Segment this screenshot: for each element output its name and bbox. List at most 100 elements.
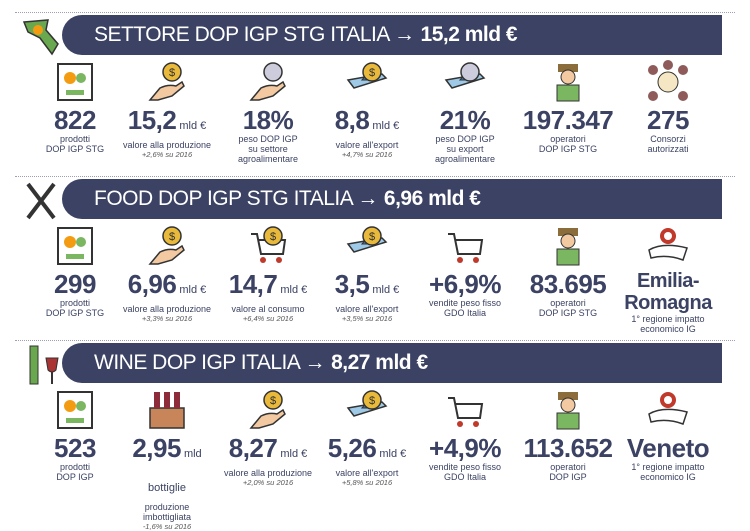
hand-coin-icon: $ [112,62,222,104]
stat-note: +3,5% su 2016 [341,314,393,323]
stat-value-wrap: Emilia- Romagna [613,270,723,314]
stat-value-wrap: 2,95 mld bottiglie [112,434,222,502]
fork-knife-icon [18,178,64,222]
stat-value-wrap: 18% [213,106,323,134]
stat-label: valore alla produzione [223,468,313,478]
abacus-icon [20,226,130,268]
hand-coin-icon: $ [112,226,222,268]
section-banner: SETTORE DOP IGP STG ITALIA → 15,2 mld € [62,15,722,55]
stat-label: valore alla produzione [122,140,212,150]
plane-globe-icon [410,62,520,104]
farmer-wine-icon [513,390,623,432]
stat-item: 275 Consorzi autorizzati [613,60,723,154]
banner-highlight: 15,2 mld € [420,23,518,46]
stat-value-wrap: 275 [613,106,723,134]
cart-wine-icon [410,390,520,432]
dotted-divider [15,340,735,341]
stat-value: 299 [54,269,96,299]
stat-label: peso DOP IGP su settore agroalimentare [237,134,299,164]
stat-label: operatori DOP IGP STG [538,298,598,318]
stat-value: 275 [647,105,689,135]
stat-value: Emilia- Romagna [624,270,712,314]
stat-value-wrap: 113.652 [513,434,623,462]
region-pin-icon [613,390,723,432]
stat-note: -1,6% su 2016 [142,522,192,531]
stat-label: vendite peso fisso GDO Italia [428,298,502,318]
dotted-divider [15,12,735,13]
stat-item: 197.347 operatori DOP IGP STG [513,62,623,154]
stat-item: 822 prodotti DOP IGP STG [20,62,130,154]
stat-unit: mld € [179,284,207,296]
stat-value-wrap: 8,8 mld € [312,106,422,140]
stat-value-wrap: +4,9% [410,434,520,462]
plane-coin-icon: $ [312,226,422,268]
farmer-fork-icon [513,226,623,268]
stat-label: valore all'export [335,140,399,150]
stat-item: $ 5,26 mld € valore all'export +5,8% su 2… [312,390,422,487]
stat-label: 1° regione impatto economico IG [631,314,705,334]
stat-label: produzione imbottigliata [142,502,192,522]
stat-value: 83.695 [529,269,607,299]
stat-value: 3,5 [334,269,370,299]
stat-value-wrap: 8,27 mld € [213,434,323,468]
stat-value: 197.347 [522,105,614,135]
banner-title: SETTORE DOP IGP STG ITALIA → [94,23,415,46]
region-pin-icon [613,226,723,268]
svg-text:$: $ [169,67,175,79]
stat-label: 1° regione impatto economico IG [631,462,705,482]
svg-text:$: $ [169,231,175,243]
stat-item: $ 3,5 mld € valore all'export +3,5% su 20… [312,226,422,323]
stat-value-wrap: 299 [20,270,130,298]
stat-unit: mld € [280,448,308,460]
stat-label: prodotti DOP IGP [56,462,94,482]
abacus-icon [20,390,130,432]
hand-coin-icon: $ [213,390,323,432]
stat-label: operatori DOP IGP [549,462,587,482]
stat-unit: mld bottiglie [148,448,202,494]
stat-value-wrap: 6,96 mld € [112,270,222,304]
cart-coin-icon: $ [213,226,323,268]
stat-item: $ 6,96 mld € valore alla produzione +3,3%… [112,226,222,323]
stat-note: +3,3% su 2016 [141,314,193,323]
stat-label: prodotti DOP IGP STG [45,298,105,318]
wine-crate-icon [112,390,222,432]
stat-item: Veneto 1° regione impatto economico IG [613,390,723,482]
section-banner: FOOD DOP IGP STG ITALIA → 6,96 mld € [62,179,722,219]
stat-item: 21% peso DOP IGP su export agroalimentar… [410,62,520,164]
svg-text:$: $ [369,67,375,79]
stat-item: $ 8,27 mld € valore alla produzione +2,0%… [213,390,323,487]
farmer-icon [513,62,623,104]
stat-unit: mld € [280,284,308,296]
stat-value: 14,7 [228,269,278,299]
banner-highlight: 6,96 mld € [383,187,481,210]
stat-note: +5,8% su 2016 [341,478,393,487]
stat-value-wrap: 14,7 mld € [213,270,323,304]
stat-label: Consorzi autorizzati [647,134,689,154]
stat-label: valore alla produzione [122,304,212,314]
banner-title: WINE DOP IGP ITALIA → [94,351,326,374]
stat-value: 523 [54,433,96,463]
consortium-icon [613,60,723,104]
stat-item: Emilia- Romagna 1° regione impatto econo… [613,226,723,334]
dotted-divider [15,176,735,177]
stat-value-wrap: 83.695 [513,270,623,298]
stat-value-wrap: 15,2 mld € [112,106,222,140]
stat-value-wrap: 21% [410,106,520,134]
cart-food-icon [410,226,520,268]
stat-value: Veneto [626,433,710,463]
stat-item: 299 prodotti DOP IGP STG [20,226,130,318]
section-banner: WINE DOP IGP ITALIA → 8,27 mld € [62,343,722,383]
stat-value: 21% [439,105,491,135]
stat-value: 15,2 [127,105,177,135]
stat-item: 113.652 operatori DOP IGP [513,390,623,482]
stat-label: vendite peso fisso GDO Italia [428,462,502,482]
stat-label: valore all'export [335,304,399,314]
stat-note: +2,0% su 2016 [242,478,294,487]
stat-item: $ 15,2 mld € valore alla produzione +2,6%… [112,62,222,159]
stat-value: +6,9% [429,269,501,299]
hand-globe-icon [213,62,323,104]
stat-unit: mld € [372,284,400,296]
stat-item: 523 prodotti DOP IGP [20,390,130,482]
stat-note: +4,7% su 2016 [341,150,393,159]
stat-label: peso DOP IGP su export agroalimentare [434,134,496,164]
